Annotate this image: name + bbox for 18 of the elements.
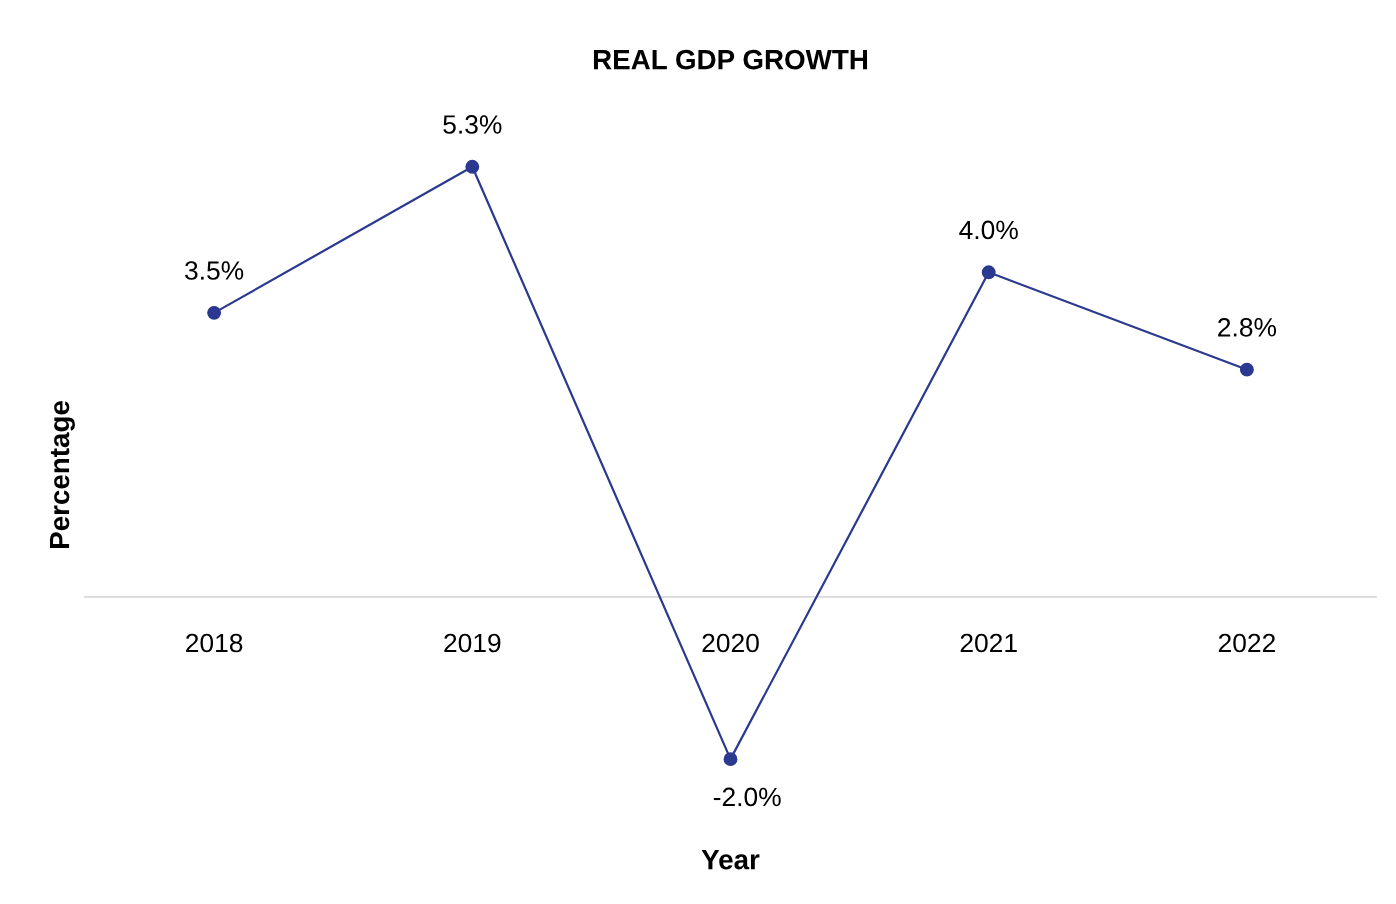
x-tick-label: 2019	[444, 633, 501, 653]
x-axis-title: Year	[701, 850, 760, 870]
x-tick-label: 2020	[702, 633, 759, 653]
x-tick-label: 2018	[186, 633, 243, 653]
y-axis-title: Percentage	[49, 401, 75, 549]
x-tick-label: 2021	[960, 633, 1017, 653]
data-label: -2.0%	[713, 787, 781, 807]
point	[207, 305, 222, 320]
point	[465, 159, 480, 174]
point	[1239, 362, 1254, 377]
data-label: 3.5%	[185, 261, 244, 280]
data-label: 5.3%	[443, 115, 502, 134]
x-tick-label: 2022	[1218, 633, 1275, 653]
chart-title: REAL GDP GROWTH	[593, 49, 868, 70]
point	[981, 265, 996, 280]
point	[723, 752, 738, 767]
data-label: 2.8%	[1218, 317, 1277, 337]
data-label: 4.0%	[959, 220, 1018, 240]
